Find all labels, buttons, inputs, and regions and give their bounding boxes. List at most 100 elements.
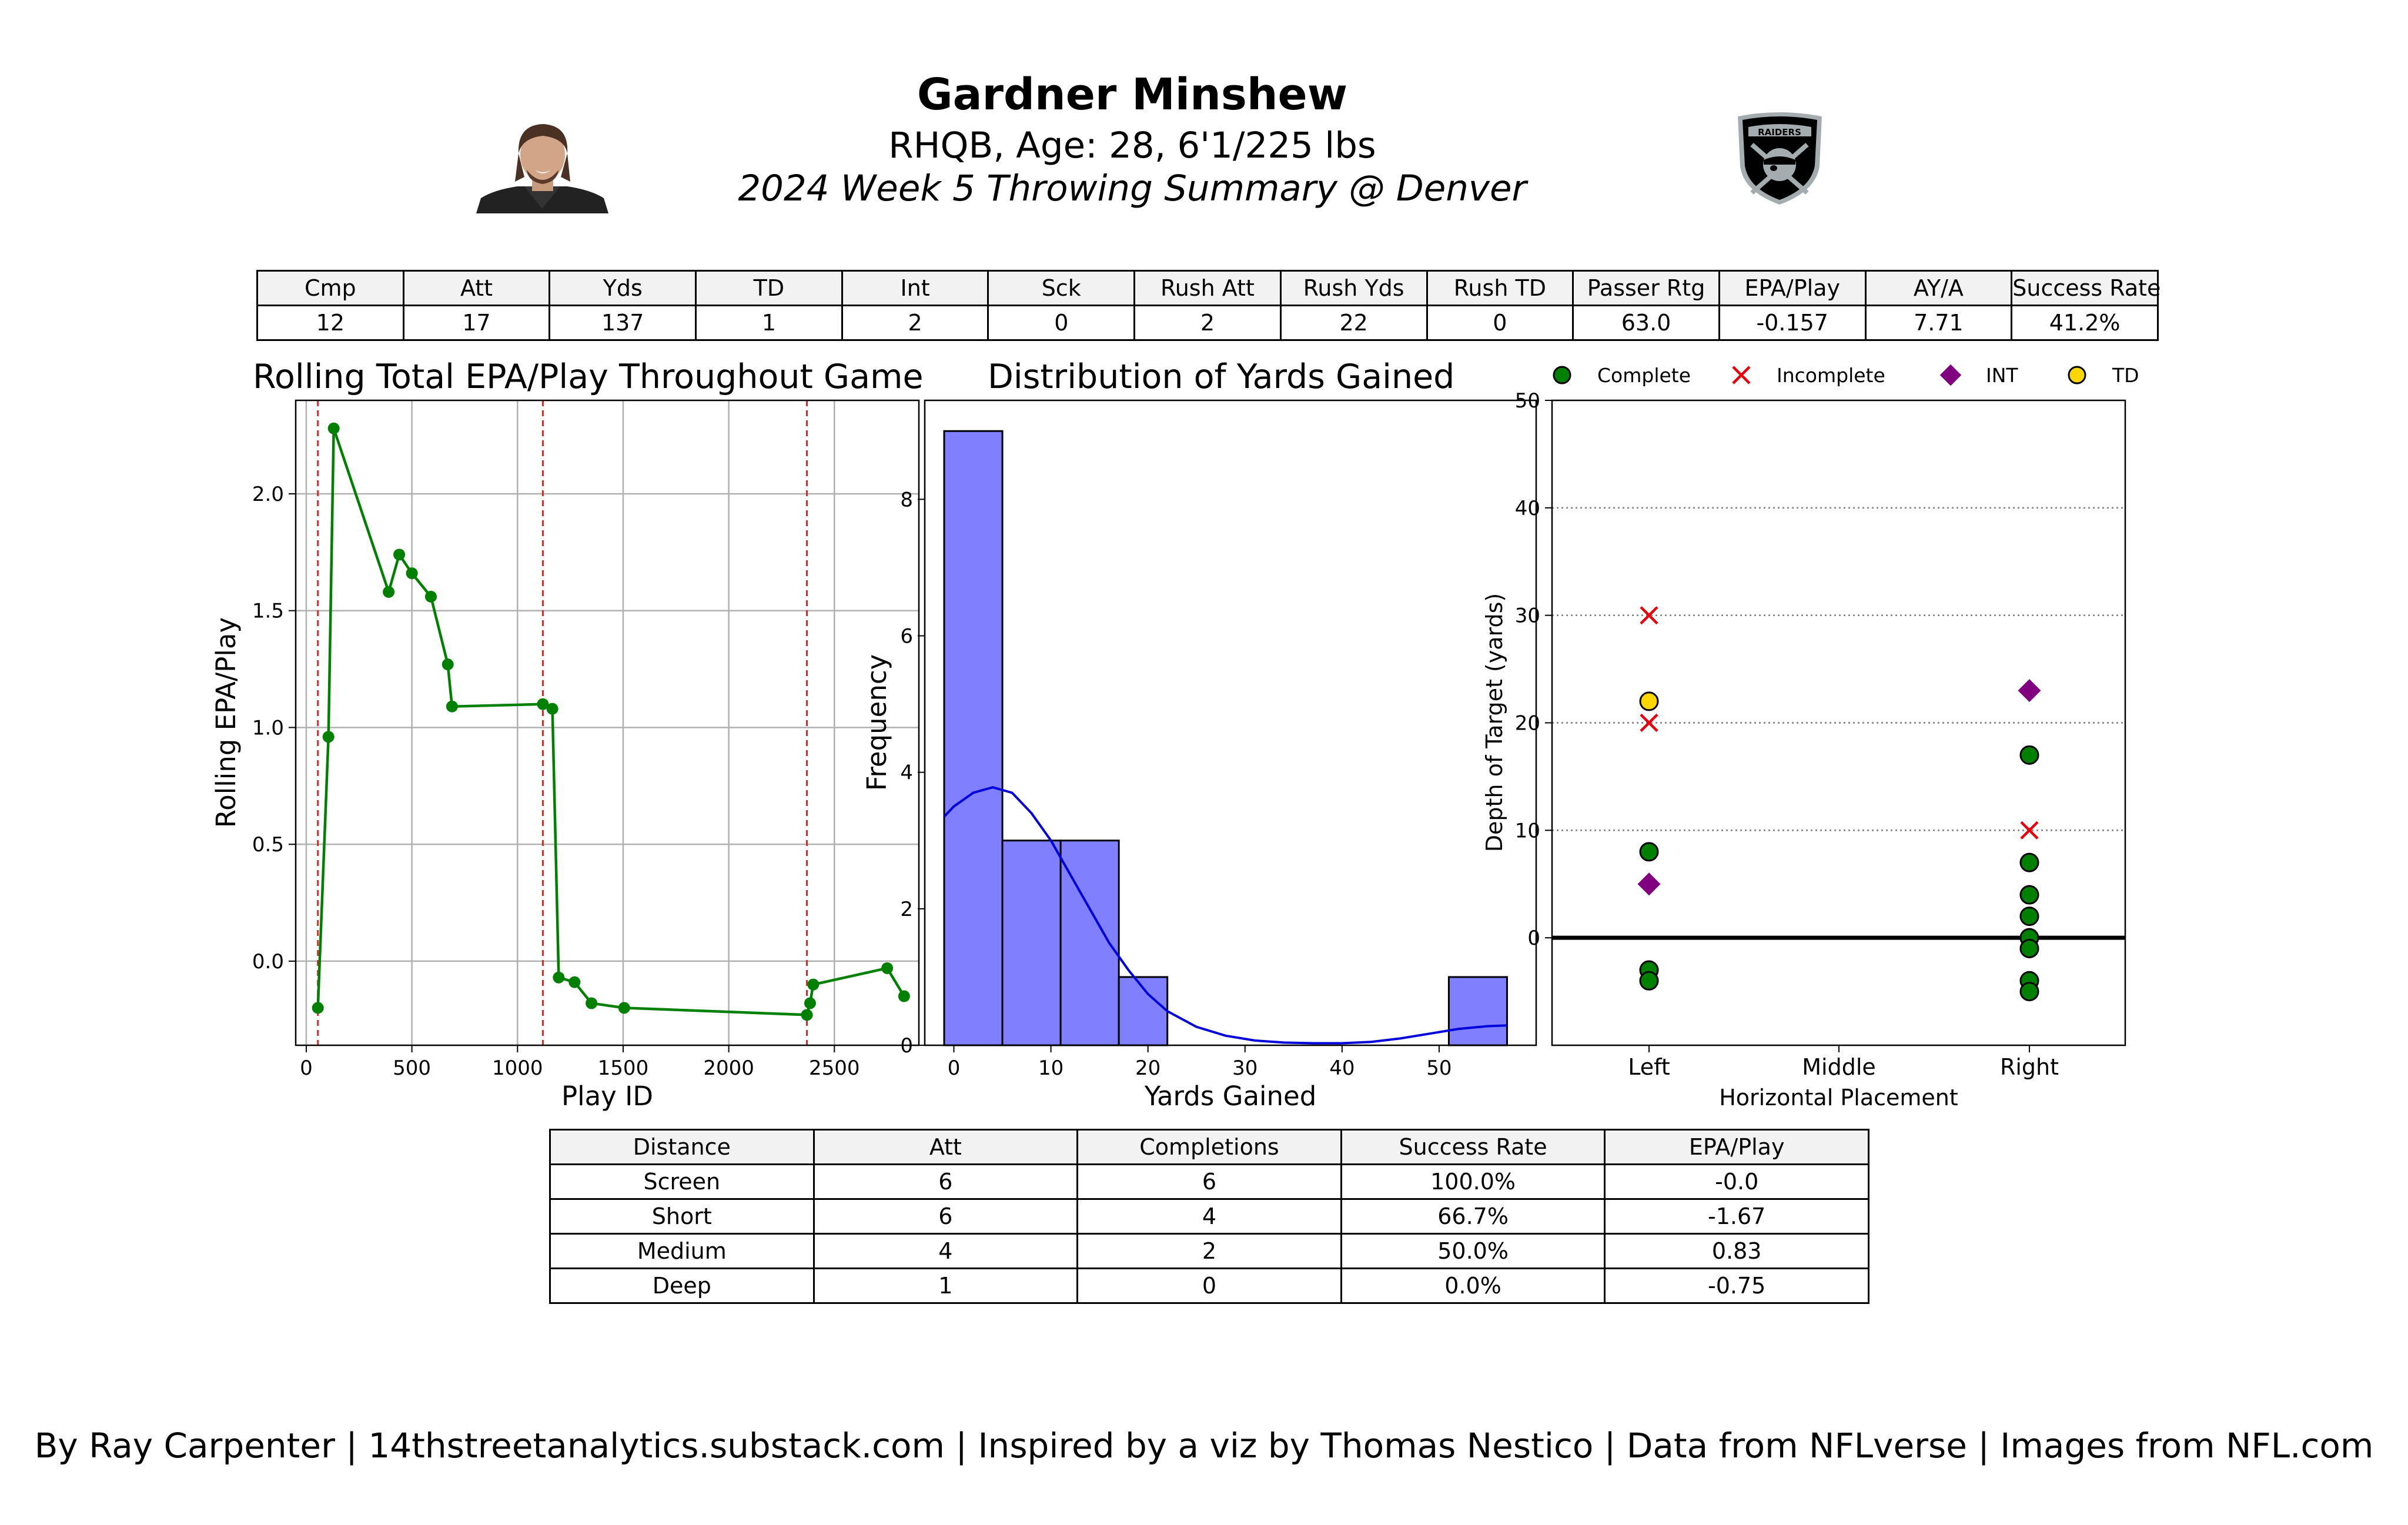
x-tick-label: 0 xyxy=(300,1056,313,1080)
stats-header-cell: Rush TD xyxy=(1426,270,1574,306)
stats-header-cell: Yds xyxy=(549,270,697,306)
y-tick-label: 0 xyxy=(1527,927,1540,950)
distance-header-cell: EPA/Play xyxy=(1604,1129,1869,1165)
scatter-legend: Complete Incomplete INT TD xyxy=(1553,364,2139,387)
stats-value-cell: 0 xyxy=(1426,305,1574,341)
distance-cell: 1 xyxy=(812,1268,1079,1304)
plot-frame xyxy=(1551,399,2126,1046)
y-tick-label: 0.5 xyxy=(252,833,284,857)
y-axis-label: Rolling EPA/Play xyxy=(210,617,242,828)
legend-label: INT xyxy=(1986,364,2018,387)
distance-cell: 0.83 xyxy=(1604,1233,1869,1269)
y-axis-label: Frequency xyxy=(861,654,892,791)
target-point-complete xyxy=(2019,907,2039,927)
distance-cell: 0 xyxy=(1076,1268,1342,1304)
stats-header-cell: Passer Rtg xyxy=(1572,270,1720,306)
distance-header-cell: Completions xyxy=(1076,1129,1342,1165)
y-tick-label: 4 xyxy=(900,761,913,785)
stats-value-cell: 1 xyxy=(695,305,843,341)
distance-header-cell: Att xyxy=(812,1129,1079,1165)
y-tick-label: 0.0 xyxy=(252,950,284,974)
distance-cell: 4 xyxy=(1076,1198,1342,1235)
distance-cell: Screen xyxy=(549,1163,815,1200)
distance-cell: 0.0% xyxy=(1340,1268,1606,1304)
footer-credits: By Ray Carpenter | 14thstreetanalytics.s… xyxy=(34,1426,2374,1466)
distance-cell: Short xyxy=(549,1198,815,1235)
stats-header-cell: EPA/Play xyxy=(1718,270,1867,306)
x-tick-label: 500 xyxy=(393,1056,431,1080)
target-point-complete xyxy=(2019,982,2039,1002)
x-tick-label: Left xyxy=(1628,1054,1670,1080)
stats-table: Cmp Att Yds TD Int Sck Rush Att Rush Yds… xyxy=(256,270,2160,341)
distance-header-cell: Success Rate xyxy=(1340,1129,1606,1165)
target-point-complete xyxy=(2019,745,2039,765)
epa-point xyxy=(537,698,549,710)
x-tick-label: 2000 xyxy=(703,1056,754,1080)
distance-header-row: Distance Att Completions Success Rate EP… xyxy=(549,1129,1869,1165)
distance-row-short: Short 6 4 66.7% -1.67 xyxy=(549,1198,1869,1235)
distance-cell: Medium xyxy=(549,1233,815,1269)
legend-marker-int xyxy=(1939,364,1962,386)
epa-point xyxy=(424,590,437,603)
histogram-bar xyxy=(1447,976,1508,1046)
y-tick-label: 50 xyxy=(1515,389,1540,413)
summary-title: 2024 Week 5 Throwing Summary @ Denver xyxy=(738,168,1527,209)
stats-value-cell: 2 xyxy=(841,305,989,341)
y-tick-label: 8 xyxy=(900,488,913,511)
distance-cell: -1.67 xyxy=(1604,1198,1869,1235)
player-name: Gardner Minshew xyxy=(917,69,1348,120)
distance-cell: 66.7% xyxy=(1340,1198,1606,1235)
distance-cell: 6 xyxy=(812,1198,1079,1235)
x-tick-label: 2500 xyxy=(809,1056,860,1080)
target-point-incomplete xyxy=(2020,821,2039,840)
stats-header-cell: AY/A xyxy=(1864,270,2013,306)
epa-point xyxy=(881,962,894,974)
target-point-complete xyxy=(2019,852,2039,872)
histogram-bar xyxy=(1001,840,1062,1046)
epa-series-line xyxy=(316,427,905,1016)
target-point-complete xyxy=(1639,971,1659,991)
yards-histogram: 0 10 20 30 40 50 0 2 4 6 8 Yards Gained Frequency xyxy=(861,399,1537,1112)
player-headshot xyxy=(476,124,608,213)
stats-value-cell: -0.157 xyxy=(1718,305,1867,341)
x-tick-label: 30 xyxy=(1232,1056,1257,1080)
target-scatter: 0 10 20 30 40 50 Left Middle Right Horizontal Pla… xyxy=(1481,389,2126,1111)
stats-header-cell: Sck xyxy=(987,270,1136,306)
y-tick-label: 0 xyxy=(900,1034,913,1058)
stats-header-cell: TD xyxy=(695,270,843,306)
epa-point xyxy=(898,990,910,1002)
distance-header-cell: Distance xyxy=(549,1129,815,1165)
epa-point xyxy=(807,978,820,991)
target-point-td xyxy=(1639,691,1659,711)
epa-point xyxy=(393,549,406,561)
stats-value-cell: 12 xyxy=(256,305,404,341)
x-axis-label: Play ID xyxy=(561,1081,653,1112)
legend-marker-td xyxy=(2068,366,2086,384)
distance-row-deep: Deep 1 0 0.0% -0.75 xyxy=(549,1268,1869,1304)
charts-canvas: Rolling Total EPA/Play Throughout Game D… xyxy=(210,357,2139,1112)
stats-value-cell: 17 xyxy=(402,305,551,341)
stats-value-row: 12 17 137 1 2 0 2 22 0 63.0 -0.157 7.71 … xyxy=(256,305,2159,341)
legend-label: Incomplete xyxy=(1777,364,1885,387)
y-tick-label: 1.0 xyxy=(252,716,284,740)
epa-point xyxy=(546,703,558,715)
x-tick-label: 10 xyxy=(1038,1056,1063,1080)
epa-point xyxy=(446,700,458,713)
x-tick-label: Middle xyxy=(1802,1054,1876,1080)
distance-cell: -0.75 xyxy=(1604,1268,1869,1304)
distance-cell: 6 xyxy=(812,1163,1079,1200)
stats-header-cell: Rush Att xyxy=(1133,270,1282,306)
target-point-complete xyxy=(2019,885,2039,905)
x-axis-label: Horizontal Placement xyxy=(1719,1085,1958,1111)
y-tick-label: 1.5 xyxy=(252,600,284,623)
stats-value-cell: 7.71 xyxy=(1864,305,2013,341)
distance-cell: Deep xyxy=(549,1268,815,1304)
epa-point xyxy=(553,971,565,984)
epa-point xyxy=(801,1009,813,1021)
stats-header-cell: Cmp xyxy=(256,270,404,306)
x-tick-label: 1500 xyxy=(598,1056,649,1080)
epa-point xyxy=(312,1002,324,1014)
distance-row-screen: Screen 6 6 100.0% -0.0 xyxy=(549,1163,1869,1200)
y-tick-label: 40 xyxy=(1515,497,1540,520)
target-point-int xyxy=(1637,872,1661,896)
